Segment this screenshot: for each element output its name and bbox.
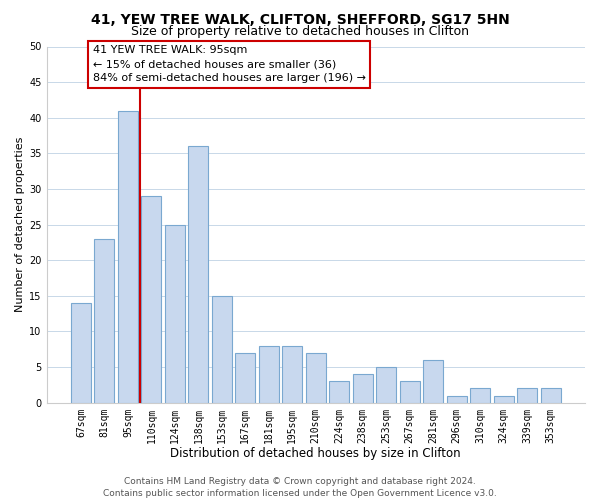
Bar: [235, 353, 256, 403]
X-axis label: Distribution of detached houses by size in Clifton: Distribution of detached houses by size …: [170, 447, 461, 460]
Bar: [376, 367, 396, 402]
Bar: [353, 374, 373, 402]
Bar: [517, 388, 537, 402]
Bar: [118, 110, 138, 403]
Bar: [306, 353, 326, 403]
Text: Contains HM Land Registry data © Crown copyright and database right 2024.
Contai: Contains HM Land Registry data © Crown c…: [103, 476, 497, 498]
Bar: [470, 388, 490, 402]
Bar: [94, 239, 115, 402]
Bar: [188, 146, 208, 403]
Bar: [446, 396, 467, 402]
Bar: [283, 346, 302, 403]
Bar: [212, 296, 232, 403]
Bar: [142, 196, 161, 402]
Bar: [71, 303, 91, 402]
Bar: [400, 382, 419, 402]
Bar: [494, 396, 514, 402]
Text: 41 YEW TREE WALK: 95sqm
← 15% of detached houses are smaller (36)
84% of semi-de: 41 YEW TREE WALK: 95sqm ← 15% of detache…: [93, 46, 366, 84]
Text: Size of property relative to detached houses in Clifton: Size of property relative to detached ho…: [131, 25, 469, 38]
Bar: [165, 224, 185, 402]
Bar: [329, 382, 349, 402]
Bar: [541, 388, 560, 402]
Bar: [259, 346, 279, 403]
Bar: [423, 360, 443, 403]
Text: 41, YEW TREE WALK, CLIFTON, SHEFFORD, SG17 5HN: 41, YEW TREE WALK, CLIFTON, SHEFFORD, SG…: [91, 12, 509, 26]
Y-axis label: Number of detached properties: Number of detached properties: [15, 137, 25, 312]
